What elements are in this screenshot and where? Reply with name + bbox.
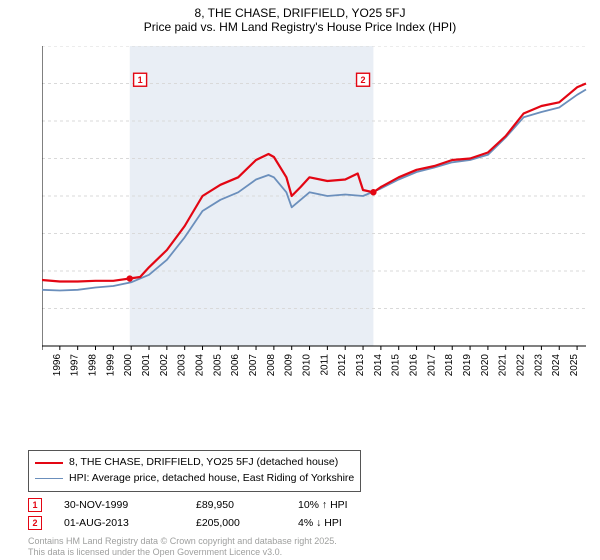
svg-text:2014: 2014 [373,354,384,377]
svg-text:2019: 2019 [462,354,473,377]
svg-text:2003: 2003 [177,354,188,377]
legend-swatch-property [35,462,63,464]
svg-text:2020: 2020 [480,354,491,377]
svg-text:2022: 2022 [516,354,527,377]
svg-text:2023: 2023 [533,354,544,377]
legend-swatch-hpi [35,478,63,479]
svg-text:1998: 1998 [88,354,99,377]
sale-row: 2 01-AUG-2013 £205,000 4% ↓ HPI [28,516,398,530]
svg-text:2008: 2008 [266,354,277,377]
svg-text:2006: 2006 [230,354,241,377]
sale-price: £205,000 [196,517,276,529]
attribution-footer: Contains HM Land Registry data © Crown c… [28,536,337,558]
svg-text:2: 2 [361,75,366,85]
svg-text:1999: 1999 [105,354,116,377]
svg-text:2004: 2004 [195,354,206,377]
line-chart: £0£50K£100K£150K£200K£250K£300K£350K£400… [42,46,590,396]
sale-marker-1: 1 [28,498,42,512]
svg-text:2000: 2000 [123,354,134,377]
sale-date: 30-NOV-1999 [64,499,174,511]
sale-marker-2: 2 [28,516,42,530]
svg-text:2011: 2011 [319,354,330,376]
chart-title-address: 8, THE CHASE, DRIFFIELD, YO25 5FJ [0,6,600,20]
legend-label-property: 8, THE CHASE, DRIFFIELD, YO25 5FJ (detac… [69,455,338,471]
svg-text:1: 1 [138,75,143,85]
sale-delta: 4% ↓ HPI [298,517,398,529]
svg-text:2002: 2002 [159,354,170,377]
sale-markers-table: 1 30-NOV-1999 £89,950 10% ↑ HPI 2 01-AUG… [28,498,398,534]
sale-date: 01-AUG-2013 [64,517,174,529]
chart-container: 8, THE CHASE, DRIFFIELD, YO25 5FJ Price … [0,0,600,560]
footer-line1: Contains HM Land Registry data © Crown c… [28,536,337,547]
chart-title-sub: Price paid vs. HM Land Registry's House … [0,20,600,34]
svg-text:2015: 2015 [391,354,402,377]
svg-text:2010: 2010 [302,354,313,377]
svg-text:1995: 1995 [42,354,45,377]
svg-text:2018: 2018 [444,354,455,377]
svg-text:2017: 2017 [426,354,437,377]
svg-text:2016: 2016 [409,354,420,377]
legend-row-property: 8, THE CHASE, DRIFFIELD, YO25 5FJ (detac… [35,455,354,471]
svg-text:1996: 1996 [52,354,63,377]
legend: 8, THE CHASE, DRIFFIELD, YO25 5FJ (detac… [28,450,361,492]
legend-label-hpi: HPI: Average price, detached house, East… [69,471,354,487]
sale-delta: 10% ↑ HPI [298,499,398,511]
svg-text:2007: 2007 [248,354,259,377]
title-block: 8, THE CHASE, DRIFFIELD, YO25 5FJ Price … [0,0,600,34]
legend-row-hpi: HPI: Average price, detached house, East… [35,471,354,487]
svg-text:1997: 1997 [70,354,81,377]
sale-price: £89,950 [196,499,276,511]
footer-line2: This data is licensed under the Open Gov… [28,547,337,558]
sale-row: 1 30-NOV-1999 £89,950 10% ↑ HPI [28,498,398,512]
svg-text:2001: 2001 [141,354,152,377]
svg-text:2013: 2013 [355,354,366,377]
svg-text:2021: 2021 [498,354,509,377]
svg-text:2005: 2005 [212,354,223,377]
svg-text:2024: 2024 [551,354,562,377]
svg-text:2012: 2012 [337,354,348,377]
svg-text:2009: 2009 [284,354,295,377]
svg-text:2025: 2025 [569,354,580,377]
